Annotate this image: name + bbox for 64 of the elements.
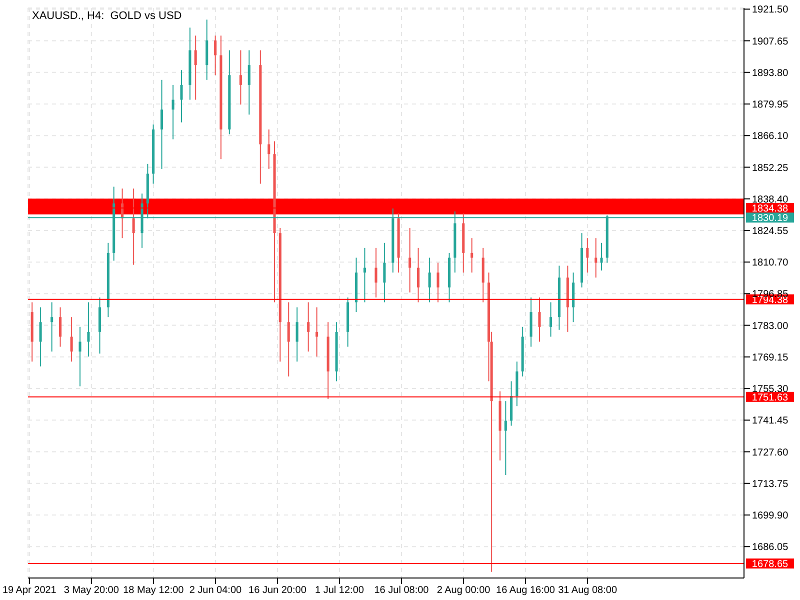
candlestick [538, 296, 541, 342]
y-tick-label: 1713.75 [752, 478, 789, 490]
x-tick-label: 2 Jun 04:00 [189, 585, 242, 596]
ref-line-label: 1830.19 [752, 213, 789, 224]
candlestick [363, 247, 366, 303]
candlestick [383, 242, 386, 303]
candlestick [50, 302, 54, 352]
y-tick-label: 1866.10 [752, 131, 789, 142]
candlestick [39, 306, 42, 367]
candlestick [248, 50, 250, 116]
y-tick-label: 1727.60 [752, 447, 789, 458]
y-tick-label: 1769.15 [752, 352, 789, 364]
y-tick-label: 1852.25 [752, 162, 789, 174]
candlestick [374, 247, 378, 298]
candlestick [296, 306, 298, 362]
x-tick-label: 16 Jul 08:00 [374, 585, 430, 596]
x-tick-label: 16 Jun 20:00 [248, 585, 307, 596]
candlestick [549, 302, 552, 338]
candlestick [59, 306, 62, 348]
x-tick-label: 19 Apr 2021 [2, 585, 57, 596]
candlestick [78, 326, 82, 387]
candlestick [417, 247, 420, 303]
x-tick-label: 16 Aug 16:00 [496, 585, 556, 596]
candlestick [214, 35, 217, 76]
candlestick [180, 70, 183, 123]
candlestick [600, 242, 603, 272]
chart-title: XAUUSD., H4: GOLD vs USD [32, 10, 182, 22]
x-tick-label: 3 May 20:00 [64, 585, 120, 596]
candlestick [268, 128, 270, 170]
y-tick-label: 1921.50 [752, 4, 789, 16]
candlestick [87, 302, 90, 358]
ref-line-label: 1834.38 [752, 204, 789, 215]
ref-line-label: 1678.65 [752, 559, 789, 570]
candlestick [594, 238, 598, 278]
x-tick-label: 1 Jul 12:00 [315, 585, 364, 596]
candlestick [70, 316, 73, 362]
candlestick [470, 238, 474, 274]
y-tick-label: 1824.55 [752, 226, 789, 238]
y-tick-label: 1907.65 [752, 36, 789, 48]
candlestick [160, 79, 164, 170]
y-tick-label: 1686.05 [752, 542, 789, 554]
candlestick [194, 35, 197, 100]
candlestick [239, 50, 242, 106]
candlestick [436, 262, 440, 303]
x-tick-label: 31 Aug 08:00 [558, 585, 618, 596]
candlestick [504, 400, 507, 476]
y-tick-label: 1783.00 [752, 320, 789, 332]
y-tick-label: 1699.90 [752, 510, 789, 522]
candlestick [307, 302, 310, 352]
y-tick-label: 1741.45 [752, 416, 789, 427]
candlestick [287, 302, 290, 377]
candlestick [172, 84, 174, 140]
ref-line-label: 1751.63 [752, 392, 789, 404]
y-tick-label: 1879.95 [752, 100, 789, 111]
candlestick [586, 238, 589, 274]
candlestick [408, 228, 412, 293]
candlestick [316, 306, 318, 358]
x-tick-label: 2 Aug 00:00 [436, 585, 491, 596]
y-tick-label: 1810.70 [752, 258, 789, 269]
x-tick-label: 18 May 12:00 [123, 585, 184, 596]
y-tick-label: 1893.80 [752, 68, 789, 79]
y-tick-label: 1838.40 [752, 194, 789, 206]
candlestick [132, 188, 135, 266]
candlestick [428, 257, 431, 303]
